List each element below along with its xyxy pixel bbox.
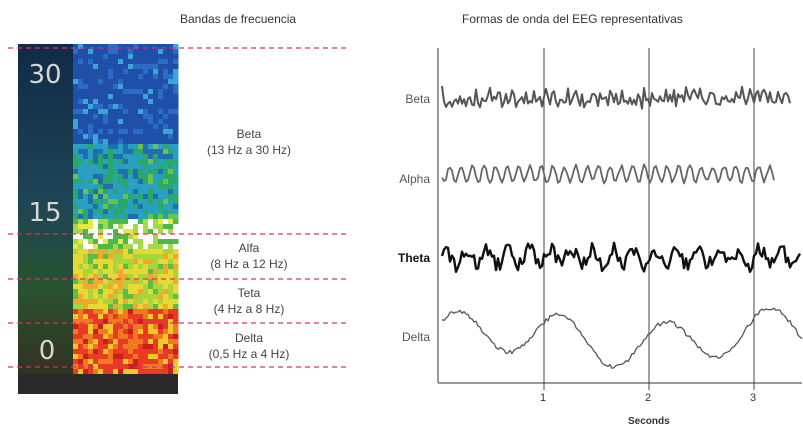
x-tick-3: 3 [750,392,757,404]
wave-label-delta: Delta [401,330,430,344]
bands-title: Bandas de frecuencia [180,12,297,26]
band-name: Delta [234,331,263,345]
wave-theta [440,241,802,273]
band-name: Teta [237,286,261,300]
band-dividers [8,47,348,368]
band-range: (13 Hz a 30 Hz) [206,143,292,157]
wave-delta [441,307,803,369]
x-tick-1: 1 [540,392,547,404]
waveform-plot [437,48,803,390]
wave-alpha [441,163,775,185]
wave-label-beta: Beta [405,92,430,106]
band-name: Beta [236,127,262,141]
band-label-alfa: Alfa (8 Hz a 12 Hz) [194,240,304,272]
wave-label-alpha: Alpha [399,172,430,186]
band-range: (0,5 Hz a 4 Hz) [208,347,290,361]
band-name: Alfa [238,241,260,255]
x-tick-2: 2 [645,392,652,404]
band-label-teta: Teta (4 Hz a 8 Hz) [194,285,304,317]
band-label-delta: Delta (0,5 Hz a 4 Hz) [194,330,304,362]
wave-beta [441,85,791,110]
band-range: (8 Hz a 12 Hz) [210,257,288,271]
spectrogram-scale-0: 0 [38,336,56,366]
waveforms-title: Formas de onda del EEG representativas [462,12,683,26]
x-axis-title: Seconds [628,416,670,427]
spectrogram-scale-15: 15 [28,198,62,228]
wave-label-theta: Theta [397,251,430,265]
band-label-beta: Beta (13 Hz a 30 Hz) [194,126,304,158]
band-range: (4 Hz a 8 Hz) [213,302,285,316]
spectrogram [18,44,179,394]
spectrogram-scale-30: 30 [28,60,62,90]
